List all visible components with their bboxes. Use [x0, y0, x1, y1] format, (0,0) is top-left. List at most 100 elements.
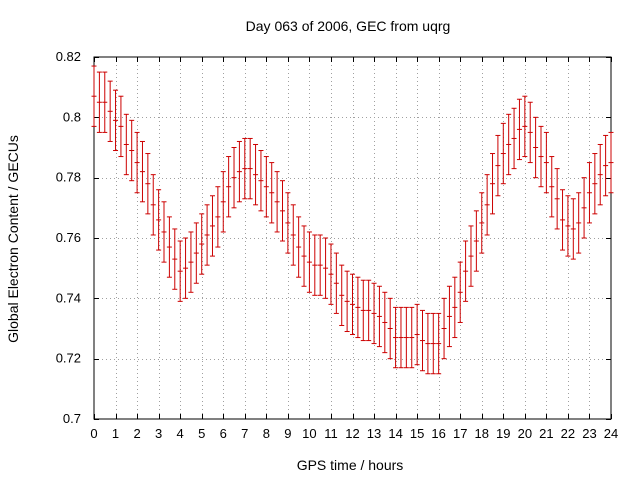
x-tick-label: 10	[302, 426, 316, 441]
error-bar-point	[382, 291, 388, 354]
error-bar-point	[538, 125, 544, 188]
error-bar-point	[490, 153, 496, 215]
error-bar-point	[511, 107, 517, 170]
error-bar-point	[317, 234, 323, 296]
x-tick-label: 7	[241, 426, 248, 441]
error-bar-point	[473, 210, 479, 272]
error-bar-point	[516, 98, 522, 161]
error-bar-point	[161, 201, 167, 263]
y-axis-label: Global Electron Content / GECUs	[5, 135, 21, 343]
error-bar-point	[96, 71, 102, 133]
error-bar-point	[193, 222, 199, 284]
error-bar-point	[430, 312, 436, 375]
error-bar-point	[328, 243, 334, 305]
error-bar-point	[414, 303, 420, 366]
error-bar-point	[118, 95, 124, 158]
x-tick-label: 19	[496, 426, 510, 441]
error-bar-point	[592, 153, 598, 215]
error-bar-point	[274, 171, 280, 233]
error-bar-point	[323, 237, 329, 299]
error-bar-point	[177, 240, 183, 302]
y-tick-label: 0.72	[56, 351, 81, 366]
error-bar-point	[506, 113, 512, 176]
error-bar-point	[376, 285, 382, 348]
error-bar-point	[301, 225, 307, 287]
y-tick-label: 0.74	[56, 290, 81, 305]
error-bar-point	[436, 312, 442, 375]
x-tick-label: 4	[177, 426, 184, 441]
error-bar-point	[608, 131, 614, 194]
error-bar-point	[129, 119, 135, 182]
x-tick-label: 18	[475, 426, 489, 441]
error-bar-point	[166, 216, 172, 278]
error-bar-point	[258, 150, 264, 212]
y-tick-label: 0.76	[56, 230, 81, 245]
error-bar-point	[183, 237, 189, 299]
error-bar-point	[139, 140, 145, 203]
x-tick-label: 9	[284, 426, 291, 441]
error-bar-point	[420, 309, 426, 372]
x-tick-label: 23	[582, 426, 596, 441]
x-tick-label: 22	[561, 426, 575, 441]
error-bar-point	[371, 282, 377, 345]
error-bar-point	[484, 174, 490, 236]
x-tick-label: 11	[324, 426, 338, 441]
error-bar-point	[269, 162, 275, 224]
error-bar-point	[145, 153, 151, 215]
error-bar-point	[226, 156, 232, 218]
error-bar-point	[387, 297, 393, 360]
x-tick-label: 1	[112, 426, 119, 441]
error-bar-point	[290, 204, 296, 266]
error-bar-point	[113, 89, 119, 152]
error-bar-point	[231, 147, 237, 209]
error-bar-point	[452, 276, 458, 339]
x-tick-label: 24	[604, 426, 618, 441]
error-bar-point	[209, 195, 215, 257]
error-bar-point	[549, 156, 555, 218]
error-bar-point	[360, 279, 366, 342]
error-bar-point	[172, 228, 178, 290]
error-bar-point	[247, 137, 253, 200]
error-bar-point	[306, 231, 312, 293]
y-tick-label: 0.8	[63, 109, 81, 124]
error-bar-point	[500, 122, 506, 185]
chart-title: Day 063 of 2006, GEC from uqrg	[246, 18, 451, 34]
error-bar-point	[393, 306, 399, 369]
error-bar-point	[199, 213, 205, 275]
x-tick-label: 5	[198, 426, 205, 441]
error-bar-point	[366, 279, 372, 342]
error-bar-point	[279, 180, 285, 242]
error-bar-point	[344, 270, 350, 333]
x-tick-label: 13	[367, 426, 381, 441]
error-bar-point	[581, 177, 587, 239]
x-tick-label: 12	[345, 426, 359, 441]
x-tick-label: 21	[539, 426, 553, 441]
error-bar-point	[263, 156, 269, 218]
error-bar-point	[586, 162, 592, 224]
data-series	[91, 65, 614, 375]
error-bar-point	[522, 95, 528, 158]
error-bar-point	[597, 143, 603, 206]
x-tick-label: 17	[453, 426, 467, 441]
error-bar-point	[398, 306, 404, 369]
error-bar-point	[527, 101, 533, 164]
x-axis-label: GPS time / hours	[297, 457, 404, 473]
y-tick-label: 0.7	[63, 411, 81, 426]
error-bar-point	[533, 116, 539, 179]
x-tick-label: 3	[155, 426, 162, 441]
error-bar-point	[107, 80, 113, 142]
error-bar-point	[576, 192, 582, 254]
error-bar-point	[463, 240, 469, 302]
x-tick-label: 20	[518, 426, 532, 441]
error-bar-point	[242, 137, 248, 200]
error-bar-point	[495, 134, 501, 197]
error-bar-point	[285, 192, 291, 254]
error-bar-point	[441, 297, 447, 360]
error-bar-point	[425, 312, 431, 375]
error-bar-point	[570, 198, 576, 260]
error-bar-point	[560, 189, 566, 251]
y-tick-label: 0.82	[56, 49, 81, 64]
error-bar-point	[188, 231, 194, 293]
error-bar-point	[253, 143, 259, 206]
